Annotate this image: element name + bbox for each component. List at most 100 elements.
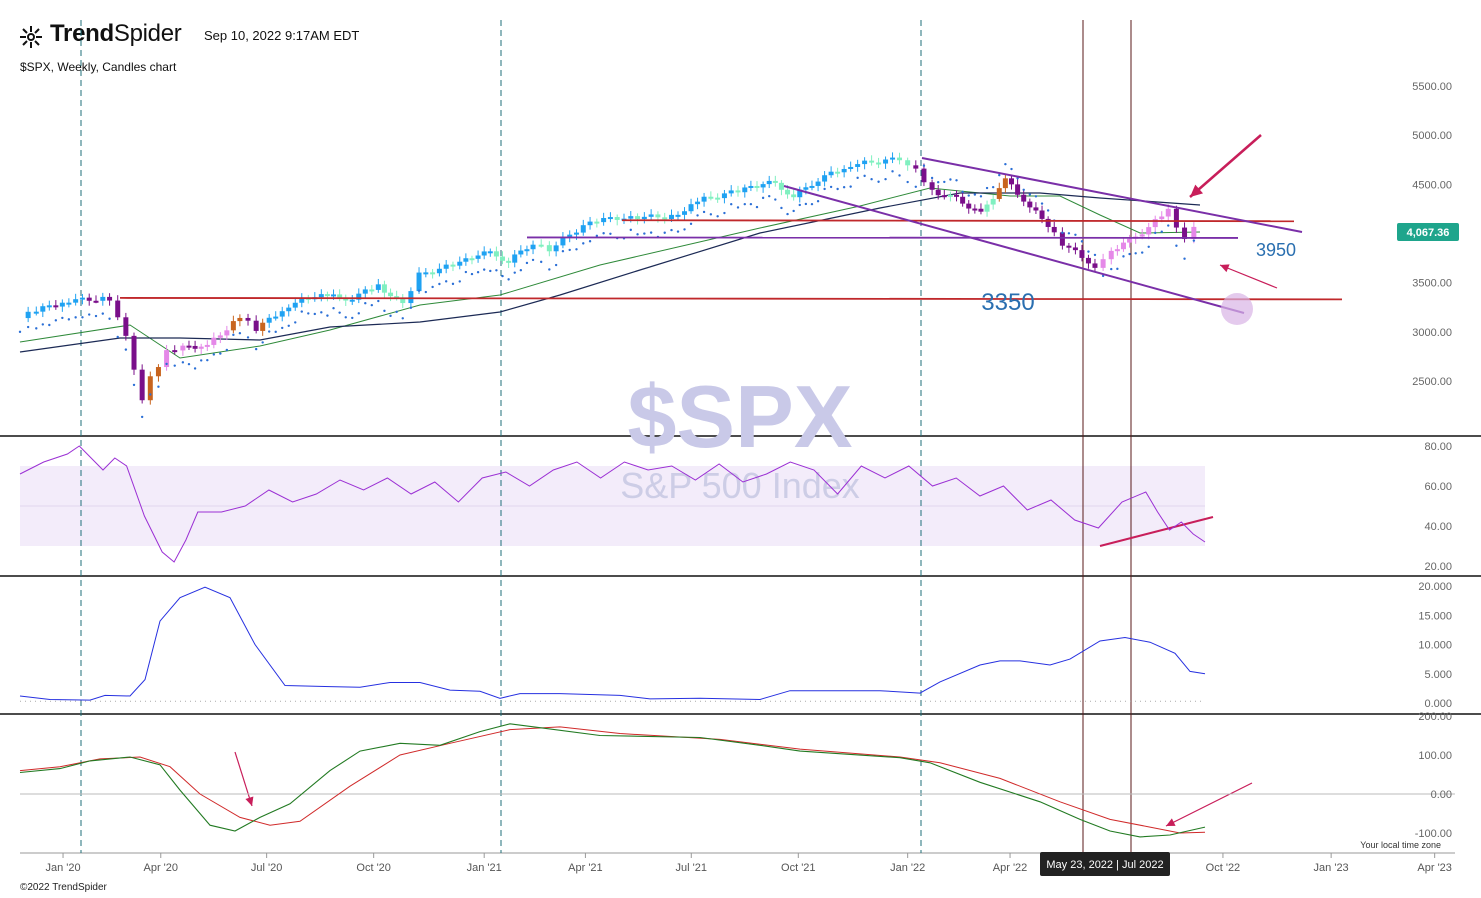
price-candle [1008,178,1014,185]
price-candle [86,297,92,301]
rsi-line [19,445,1206,563]
psar-dot [736,206,740,209]
psar-dot [643,232,646,235]
rsi-axis-tick-label: 40.00 [1424,521,1452,533]
price-candle [947,194,953,197]
psar-dot [716,215,719,218]
psar-dot [181,361,185,364]
price-candle [217,335,223,338]
level-label-3950: 3950 [1256,240,1296,260]
psar-dot [476,271,480,274]
price-candle [1152,219,1158,228]
psar-dot [140,415,144,419]
price-candle [147,376,153,401]
price-candle [299,297,305,303]
psar-dot [870,178,873,181]
price-candle [123,317,129,336]
psar-dot [696,214,699,217]
price-candle [1079,250,1085,258]
channel-upper-line [921,157,1303,233]
price-candle [381,284,387,293]
psar-dot [187,362,191,366]
price-candle [139,369,145,401]
psar-dot [326,314,329,317]
psar-dot [132,383,136,387]
annotation-arrow-support-head [1220,264,1230,273]
time-axis-label: Jan '22 [890,862,925,874]
time-axis-label: Jan '23 [1314,862,1349,874]
psar-dot [1160,230,1163,233]
timezone-note: Your local time zone [1360,840,1441,850]
time-axis-label: Apr '22 [993,862,1028,874]
psar-dot [761,196,765,200]
psar-dot [1080,240,1084,243]
psar-dot [683,228,686,231]
psar-dot [199,359,203,362]
price-candle [594,221,600,224]
psar-dot [94,314,98,318]
trendspider-logo-icon [18,24,44,50]
psar-dot [595,234,599,238]
price-candle [487,251,493,254]
price-candle [292,302,298,308]
price-candle [362,289,368,294]
time-axis-label: Jul '20 [251,862,282,874]
psar-dot [1093,253,1097,257]
annotation-arrow-down-head [1190,184,1204,197]
psar-dot [165,362,168,366]
price-candle [960,196,966,204]
price-candle [100,296,106,301]
psar-dot [1022,188,1025,191]
price-candle [273,316,279,319]
psar-dot [116,335,119,339]
psar-dot [636,233,639,236]
price-candle [614,217,620,220]
price-candle [1139,234,1145,237]
price-candle [760,184,766,188]
annotation-arrow-down [1189,134,1262,198]
psar-dot [1192,239,1196,242]
price-candle [688,204,694,212]
psar-dot [431,285,434,289]
psar-dot [1122,255,1125,258]
psar-dot [74,316,77,319]
price-candle [25,311,31,319]
price-candle [260,322,266,331]
price-candle [835,171,841,174]
price-candle [463,258,469,262]
time-axis-label: Jan '21 [467,862,502,874]
psar-dot [891,170,894,173]
psar-dot [470,272,474,276]
psar-dot [1046,209,1050,212]
psar-dot [792,209,795,213]
psar-dot [568,248,571,252]
price-candle [1045,218,1051,227]
price-candle [180,345,186,351]
watermark-name: S&P 500 Index [620,465,860,506]
price-candle [735,190,741,193]
last-price-label: 4,067.36 [1407,227,1450,239]
annotation-arrow-macd-cross [1165,782,1253,827]
psar-dot [743,202,746,206]
price-candle [803,187,809,190]
annotation-arrow-macd-low [234,751,253,807]
price-candle [388,292,394,297]
psar-dot [1061,231,1064,234]
price-candle [996,188,1002,199]
psar-dot [798,203,801,207]
price-candle [966,203,972,209]
rsi-axis-tick-label: 60.00 [1424,481,1452,493]
price-candle [430,272,436,275]
psar-dot [922,164,926,167]
price-candle [954,194,960,197]
psar-dot [417,289,421,292]
time-axis-label: Apr '21 [568,862,603,874]
price-candle [809,185,815,188]
psar-dot [548,268,551,271]
psar-dot [344,316,347,319]
psar-dot [212,353,216,356]
price-candle [518,250,524,255]
psar-dot [401,317,404,320]
price-candle [701,196,707,202]
